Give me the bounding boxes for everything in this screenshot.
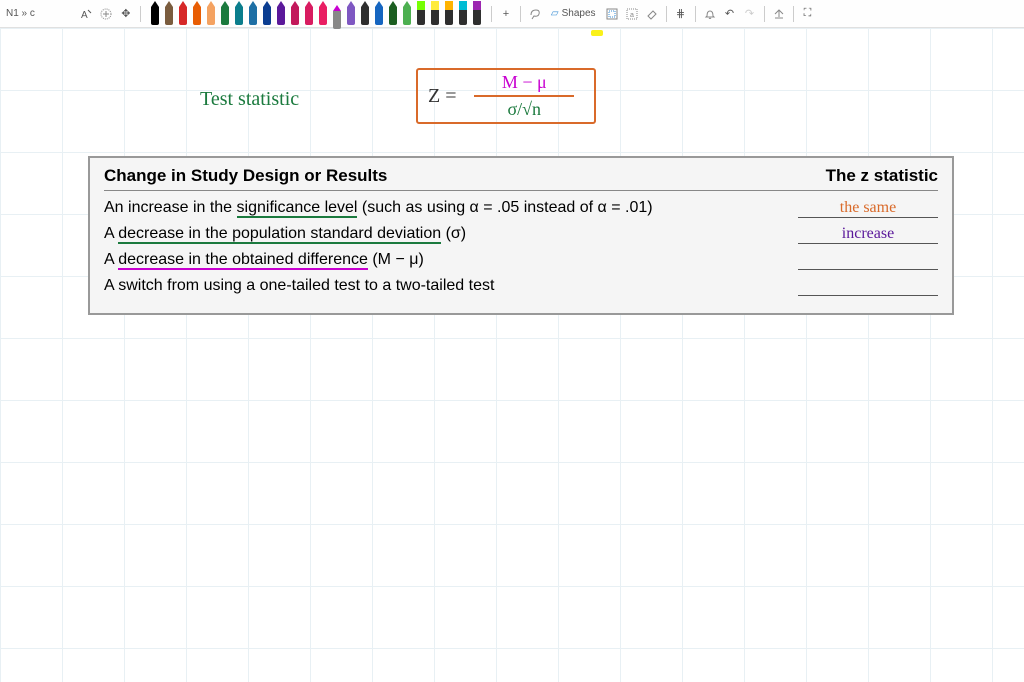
pen-15[interactable]: [358, 1, 372, 27]
pen-16[interactable]: [372, 1, 386, 27]
formula-numerator: M − μ: [502, 72, 547, 93]
annotation-label: Test statistic: [200, 88, 299, 111]
plus-icon[interactable]: +: [497, 5, 515, 23]
formula-denominator: σ/√n: [507, 99, 541, 120]
pen-tray: [148, 1, 484, 27]
answer-slot[interactable]: the same: [798, 198, 938, 218]
pen-3[interactable]: [190, 1, 204, 27]
separator: [793, 6, 794, 22]
svg-text:A: A: [81, 10, 88, 21]
pen-2[interactable]: [176, 1, 190, 27]
share-icon[interactable]: [770, 5, 788, 23]
svg-text:a: a: [630, 12, 634, 19]
header-left: Change in Study Design or Results: [104, 166, 387, 186]
eraser-icon[interactable]: [643, 5, 661, 23]
redo-icon[interactable]: ↷: [741, 5, 759, 23]
pen-11[interactable]: [302, 1, 316, 27]
answer-slot[interactable]: increase: [798, 224, 938, 244]
shapes-label: Shapes: [562, 8, 596, 19]
table-row: An increase in the significance level (s…: [104, 195, 938, 221]
table-header: Change in Study Design or Results The z …: [104, 166, 938, 191]
pen-7[interactable]: [246, 1, 260, 27]
move-tool-icon[interactable]: ✥: [117, 5, 135, 23]
pen-23[interactable]: [470, 1, 484, 27]
pen-22[interactable]: [456, 1, 470, 27]
pen-10[interactable]: [288, 1, 302, 27]
pen-18[interactable]: [400, 1, 414, 27]
row-text: A decrease in the population standard de…: [104, 225, 798, 243]
row-text: A decrease in the obtained difference (M…: [104, 251, 798, 269]
lasso-icon[interactable]: [526, 5, 544, 23]
pen-13[interactable]: [330, 5, 344, 31]
separator: [666, 6, 667, 22]
pen-19[interactable]: [414, 1, 428, 27]
canvas[interactable]: Test statistic Z = M − μ σ/√n Change in …: [0, 28, 1024, 682]
undo-icon[interactable]: ↶: [721, 5, 739, 23]
table-row: A decrease in the obtained difference (M…: [104, 247, 938, 273]
answer-slot[interactable]: [798, 250, 938, 270]
add-tool-icon[interactable]: [97, 5, 115, 23]
bell-icon[interactable]: [701, 5, 719, 23]
separator: [491, 6, 492, 22]
pen-0[interactable]: [148, 1, 162, 27]
study-table: Change in Study Design or Results The z …: [88, 156, 954, 315]
separator: [764, 6, 765, 22]
find-icon[interactable]: a: [623, 5, 641, 23]
pen-4[interactable]: [204, 1, 218, 27]
fullscreen-icon[interactable]: ⛶: [799, 5, 817, 23]
pen-6[interactable]: [232, 1, 246, 27]
frame-icon[interactable]: [603, 5, 621, 23]
formula-box: Z = M − μ σ/√n: [416, 68, 596, 124]
breadcrumb[interactable]: N1 » c: [6, 8, 35, 19]
grid-icon[interactable]: ⋕: [672, 5, 690, 23]
table-row: A switch from using a one-tailed test to…: [104, 273, 938, 299]
table-row: A decrease in the population standard de…: [104, 221, 938, 247]
separator: [695, 6, 696, 22]
pen-9[interactable]: [274, 1, 288, 27]
answer-slot[interactable]: [798, 276, 938, 296]
pen-14[interactable]: [344, 1, 358, 27]
row-text: A switch from using a one-tailed test to…: [104, 277, 798, 295]
toolbar: N1 » c A ✥ + ▱ Shapes a ⋕ ↶ ↷ ⛶: [0, 0, 1024, 28]
header-right: The z statistic: [826, 166, 938, 186]
fraction-bar: [474, 95, 574, 97]
text-tool-icon[interactable]: A: [77, 5, 95, 23]
separator: [140, 6, 141, 22]
pen-20[interactable]: [428, 1, 442, 27]
pen-1[interactable]: [162, 1, 176, 27]
pen-5[interactable]: [218, 1, 232, 27]
row-text: An increase in the significance level (s…: [104, 199, 798, 217]
shapes-button[interactable]: ▱ Shapes: [546, 6, 601, 21]
pen-8[interactable]: [260, 1, 274, 27]
pen-12[interactable]: [316, 1, 330, 27]
separator: [520, 6, 521, 22]
shapes-icon: ▱: [551, 8, 559, 19]
pen-21[interactable]: [442, 1, 456, 27]
pen-17[interactable]: [386, 1, 400, 27]
z-equals: Z =: [428, 85, 457, 108]
